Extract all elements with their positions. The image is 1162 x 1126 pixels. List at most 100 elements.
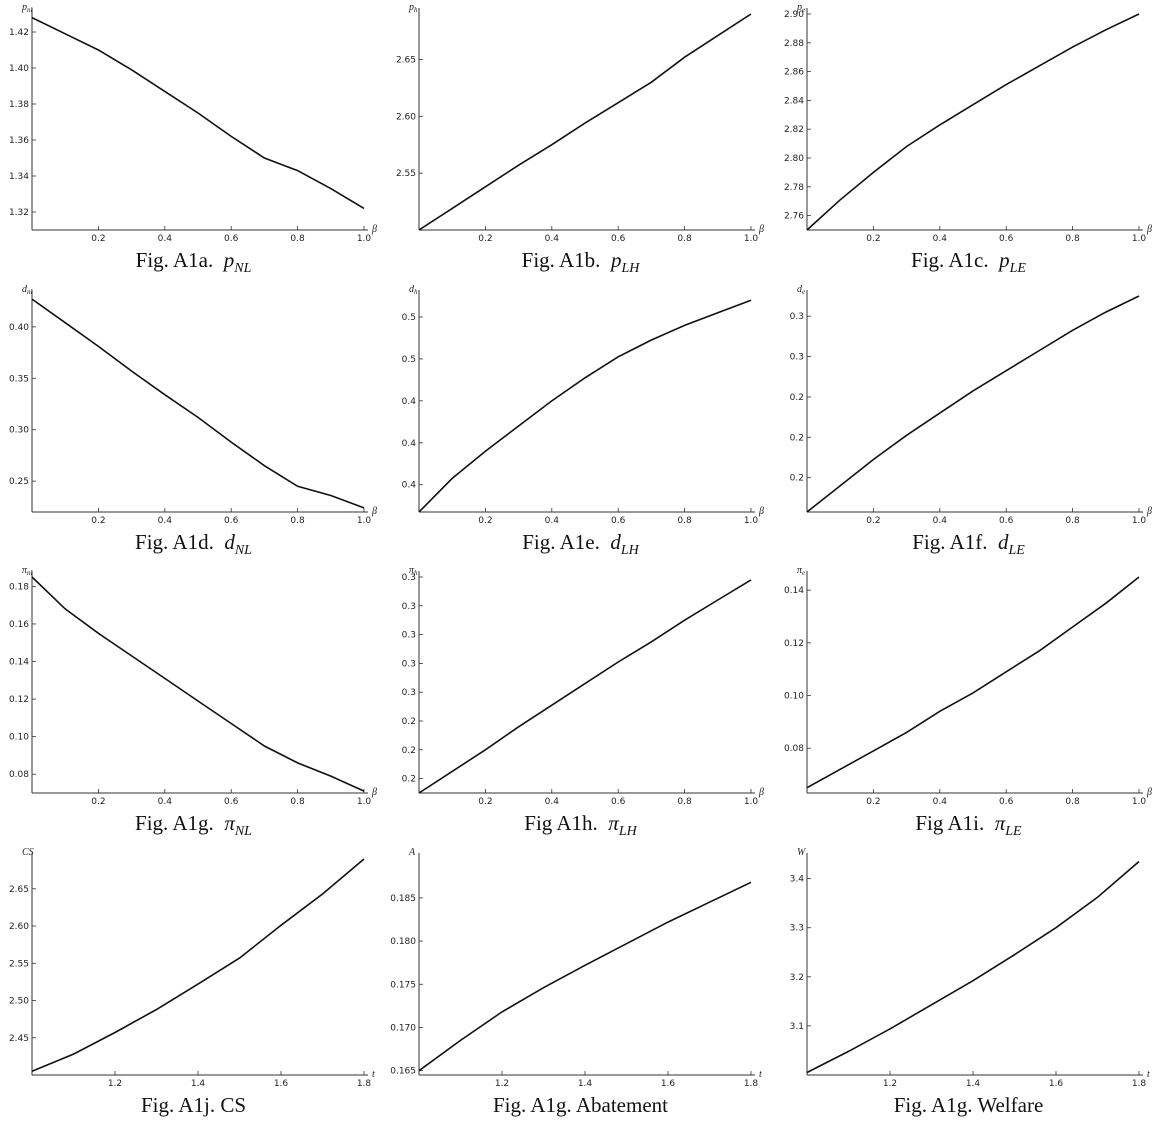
y-tick-label: 2.45 <box>9 1034 29 1044</box>
y-tick-label: 0.165 <box>390 1067 416 1077</box>
x-tick-label: 1.0 <box>744 234 759 244</box>
x-tick-label: 0.2 <box>91 797 105 807</box>
series-line <box>31 576 365 792</box>
y-tick-label: 0.4 <box>402 481 417 491</box>
series-line <box>418 881 752 1072</box>
x-tick-label: 0.2 <box>91 516 105 526</box>
y-tick-label: 2.86 <box>784 68 804 78</box>
caption-symbol: p <box>600 248 622 272</box>
y-tick-label: 2.78 <box>784 183 804 193</box>
chart-svg-j: 1.2 1.4 1.6 1.8 2.45 2.50 2.55 2.60 2.65 CS t <box>9 847 375 1089</box>
x-axis-title: t <box>759 1069 762 1080</box>
caption-symbol: d <box>213 530 235 554</box>
caption-prefix: Fig. A1a. <box>135 248 214 272</box>
figure-caption: Fig. A1b. pLH <box>387 248 774 277</box>
y-tick-label: 2.65 <box>9 885 29 895</box>
chart-svg-f: 0.2 0.4 0.6 0.8 1.0 0.2 0.2 0.2 0.3 0.3 de β <box>790 284 1152 526</box>
y-tick-label: 0.3 <box>790 312 804 322</box>
caption-subscript: LH <box>620 543 639 559</box>
x-tick-label: 0.4 <box>158 234 173 244</box>
x-tick-label: 0.2 <box>91 234 105 244</box>
figure-caption: Fig. A1g. πNL <box>0 811 387 840</box>
x-tick-label: 0.6 <box>611 234 626 244</box>
x-axis-title: β <box>1146 506 1152 517</box>
x-tick-label: 0.4 <box>545 797 560 807</box>
x-tick-label: 1.6 <box>661 1079 676 1089</box>
x-tick-label: 0.6 <box>611 516 626 526</box>
y-tick-label: 2.84 <box>784 96 804 106</box>
y-tick-label: 0.08 <box>784 744 804 754</box>
series-line <box>418 299 752 513</box>
y-tick-label: 3.4 <box>790 875 805 885</box>
y-tick-label: 0.2 <box>790 393 804 403</box>
chart-panel-h: 0.2 0.4 0.6 0.8 1.0 0.2 0.2 0.2 0.3 0.3 0.3 0.3 0.3 π… <box>387 563 774 843</box>
caption-subscript: LE <box>1005 824 1022 840</box>
y-tick-label: 0.4 <box>402 397 417 407</box>
caption-prefix: Fig. A1j. CS <box>140 1093 247 1117</box>
x-tick-label: 1.2 <box>883 1079 897 1089</box>
x-tick-label: 0.6 <box>611 797 626 807</box>
y-tick-label: 0.3 <box>402 573 416 583</box>
y-tick-label: 0.3 <box>790 353 804 363</box>
y-tick-label: 1.34 <box>9 172 29 182</box>
y-tick-label: 0.35 <box>9 374 29 384</box>
y-tick-label: 1.38 <box>9 100 29 110</box>
y-tick-label: 2.60 <box>396 112 416 122</box>
y-tick-label: 2.80 <box>784 154 804 164</box>
x-axis-title: β <box>1146 224 1152 235</box>
x-tick-label: 1.8 <box>1132 1079 1147 1089</box>
caption-subscript: LH <box>621 261 640 277</box>
y-tick-label: 1.40 <box>9 64 29 74</box>
x-tick-label: 1.0 <box>744 516 759 526</box>
figure-caption: Fig A1h. πLH <box>387 811 774 840</box>
x-tick-label: 0.2 <box>478 234 492 244</box>
caption-prefix: Fig. A1e. <box>522 530 600 554</box>
series-line <box>31 298 365 509</box>
x-tick-label: 1.0 <box>744 797 759 807</box>
y-tick-label: 1.32 <box>9 208 29 218</box>
caption-prefix: Fig. A1f. <box>912 530 988 554</box>
caption-subscript: LE <box>1009 261 1026 277</box>
chart-svg-a: 0.2 0.4 0.6 0.8 1.0 1.32 1.34 1.36 1.38 1.40 1.42 p… <box>9 2 377 244</box>
y-tick-label: 0.2 <box>790 474 804 484</box>
y-axis-title: A <box>408 847 416 858</box>
caption-prefix: Fig. A1b. <box>521 248 601 272</box>
y-axis-title: W <box>797 847 807 858</box>
x-axis-title: t <box>372 1069 375 1080</box>
x-tick-label: 1.4 <box>966 1079 981 1089</box>
y-tick-label: 0.175 <box>390 980 416 990</box>
x-tick-label: 0.4 <box>158 797 173 807</box>
y-tick-label: 0.18 <box>9 582 29 592</box>
x-tick-label: 0.6 <box>999 516 1014 526</box>
chart-panel-e: 0.2 0.4 0.6 0.8 1.0 0.4 0.4 0.4 0.5 0.5 dh β Fig. A1… <box>387 282 774 562</box>
y-tick-label: 0.4 <box>402 439 417 449</box>
caption-symbol: d <box>599 530 621 554</box>
caption-symbol: d <box>987 530 1009 554</box>
x-tick-label: 1.8 <box>357 1079 372 1089</box>
caption-subscript: NL <box>234 824 252 840</box>
y-tick-label: 0.12 <box>9 695 29 705</box>
y-tick-label: 2.90 <box>784 10 804 20</box>
caption-prefix: Fig. A1d. <box>135 530 214 554</box>
chart-svg-c: 0.2 0.4 0.6 0.8 1.0 2.76 2.78 2.80 2.82 2.84 2.86 2… <box>784 2 1152 244</box>
x-axis-title: β <box>758 506 764 517</box>
y-axis-title: de <box>797 284 805 296</box>
x-tick-label: 1.0 <box>1132 797 1147 807</box>
figure-caption: Fig. A1c. pLE <box>775 248 1162 277</box>
y-tick-label: 0.180 <box>390 937 416 947</box>
series-line <box>31 858 365 1073</box>
caption-prefix: Fig A1i. <box>915 811 985 835</box>
chart-svg-l: 1.2 1.4 1.6 1.8 3.1 3.2 3.3 3.4 Wt <box>790 847 1150 1089</box>
caption-prefix: Fig. A1g. Abatement <box>493 1093 668 1117</box>
chart-panel-b: 0.2 0.4 0.6 0.8 1.0 2.55 2.60 2.65 ph β Fig. A1b. … <box>387 0 774 280</box>
y-tick-label: 0.10 <box>784 692 804 702</box>
chart-svg-k: 1.2 1.4 1.6 1.8 0.165 0.170 0.175 0.180 0.185 At <box>390 847 762 1089</box>
y-tick-label: 2.55 <box>9 959 29 969</box>
series-line <box>806 295 1140 513</box>
chart-panel-a: 0.2 0.4 0.6 0.8 1.0 1.32 1.34 1.36 1.38 1.40 1.42 p… <box>0 0 387 280</box>
chart-svg-b: 0.2 0.4 0.6 0.8 1.0 2.55 2.60 2.65 ph β <box>396 2 764 244</box>
y-tick-label: 0.08 <box>9 770 29 780</box>
y-tick-label: 1.42 <box>9 28 29 38</box>
y-axis-title: pe <box>796 2 805 14</box>
